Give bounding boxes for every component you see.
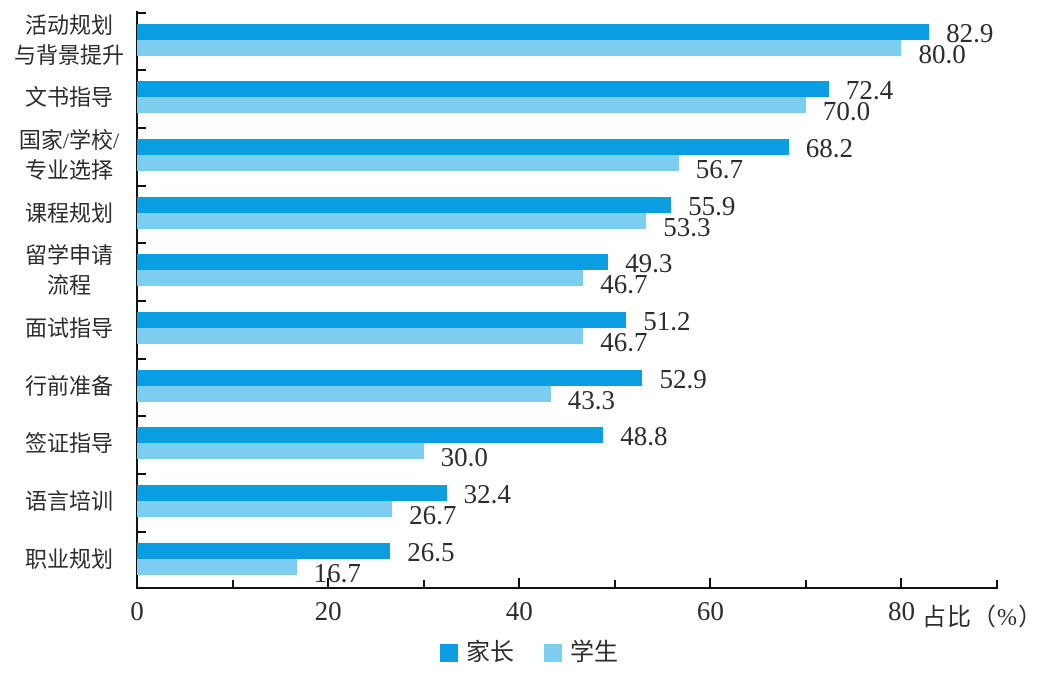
bar-parents (137, 311, 627, 328)
y-axis-tick (137, 184, 146, 187)
value-label-students: 70.0 (822, 96, 871, 127)
bar-parents (137, 542, 391, 559)
bar-students (137, 155, 679, 171)
y-axis-tick (137, 530, 146, 533)
value-label-students: 46.7 (600, 269, 648, 300)
x-axis-major-tick (136, 578, 138, 588)
category-label-line: 国家/学校/ (18, 128, 120, 153)
value-label-students: 56.7 (695, 154, 744, 184)
legend-label-parents: 家长 (466, 640, 514, 666)
bar-students (137, 39, 902, 56)
bar-students (137, 558, 297, 575)
x-axis-major-tick (709, 578, 712, 588)
category-label-line: 面试指导 (24, 315, 113, 341)
value-label-parents: 82.9 (946, 17, 994, 48)
y-axis-tick (137, 242, 146, 245)
value-label-students: 80.0 (918, 38, 966, 69)
category-label-line: 签证指导 (24, 431, 113, 457)
x-axis-major-tick (327, 578, 330, 588)
bar-parents (137, 254, 609, 271)
y-axis-tick (137, 357, 146, 360)
value-label-students: 30.0 (440, 442, 488, 473)
x-tick-label: 40 (505, 596, 533, 626)
legend-item-parents: 家长 (440, 641, 514, 665)
x-axis-minor-tick (996, 580, 998, 588)
category-label-line: 专业选择 (24, 158, 113, 183)
bar-students (137, 500, 393, 517)
x-axis-minor-tick (804, 580, 807, 588)
category-label: 文书指导 (6, 69, 132, 127)
category-label-line: 行前准备 (24, 373, 113, 399)
x-axis-minor-tick (231, 580, 234, 588)
x-axis-minor-tick (613, 580, 616, 588)
bar-parents (137, 369, 643, 386)
value-label-students: 16.7 (313, 557, 361, 588)
category-label: 签证指导 (6, 415, 132, 473)
category-label: 行前准备 (6, 358, 132, 416)
legend-label-students: 学生 (570, 640, 618, 666)
value-label-parents: 72.4 (845, 75, 894, 106)
value-label-parents: 49.3 (625, 248, 673, 279)
bar-parents (137, 81, 829, 98)
category-label-line: 课程规划 (24, 200, 113, 226)
x-tick-label: 0 (130, 596, 144, 626)
bar-parents (137, 427, 604, 444)
category-label-line: 与背景提升 (13, 42, 124, 68)
value-label-students: 43.3 (567, 384, 615, 415)
legend: 家长 学生 (0, 641, 1058, 665)
legend-swatch-students (544, 644, 562, 662)
value-label-parents: 68.2 (805, 133, 853, 163)
category-label: 课程规划 (6, 185, 132, 243)
category-label-line: 文书指导 (24, 85, 113, 111)
x-axis-minor-tick (422, 580, 425, 588)
category-label-line: 职业规划 (24, 546, 113, 572)
value-label-students: 53.3 (663, 211, 711, 242)
x-tick-label: 80 (887, 596, 915, 626)
y-axis-tick (137, 472, 146, 475)
bar-parents (137, 23, 930, 40)
value-label-parents: 32.4 (463, 478, 511, 509)
bar-parents (137, 196, 672, 213)
value-label-parents: 51.2 (643, 305, 691, 336)
y-axis-tick (137, 299, 146, 302)
x-tick-label: 60 (696, 596, 724, 626)
category-label-line: 流程 (46, 273, 91, 299)
bar-students (137, 327, 584, 344)
value-label-parents: 55.9 (688, 190, 736, 221)
value-label-parents: 26.5 (407, 536, 455, 567)
category-label-line: 留学申请 (24, 243, 113, 269)
x-tick-label: 20 (314, 596, 342, 626)
category-label: 面试指导 (6, 300, 132, 358)
category-label-line: 语言培训 (24, 488, 113, 514)
value-label-parents: 52.9 (659, 363, 707, 394)
category-label: 语言培训 (6, 473, 132, 531)
x-axis-line (136, 587, 998, 589)
value-label-students: 26.7 (409, 499, 457, 530)
category-label: 活动规划 与背景提升 (6, 12, 132, 70)
y-axis-tick (137, 11, 146, 14)
bar-students (137, 270, 584, 287)
y-axis-tick (137, 127, 146, 129)
value-label-students: 46.7 (600, 326, 648, 357)
bar-students (137, 443, 424, 460)
x-axis-title: 占比（%） (922, 605, 1043, 631)
bar-students (137, 212, 647, 229)
x-axis-major-tick (518, 578, 521, 588)
legend-swatch-parents (440, 644, 458, 662)
category-label: 职业规划 (6, 531, 132, 589)
bar-parents (137, 484, 447, 501)
legend-item-students: 学生 (544, 641, 618, 665)
category-label: 留学申请 流程 (6, 242, 132, 300)
x-axis-major-tick (900, 578, 903, 588)
y-axis-tick (137, 415, 146, 418)
bar-students (137, 97, 806, 114)
category-label-line: 活动规划 (24, 12, 113, 38)
value-label-parents: 48.8 (620, 421, 668, 452)
category-label: 国家/学校/专业选择 (6, 127, 132, 185)
bar-students (137, 385, 551, 402)
y-axis-tick (137, 69, 146, 72)
bar-parents (137, 139, 789, 155)
